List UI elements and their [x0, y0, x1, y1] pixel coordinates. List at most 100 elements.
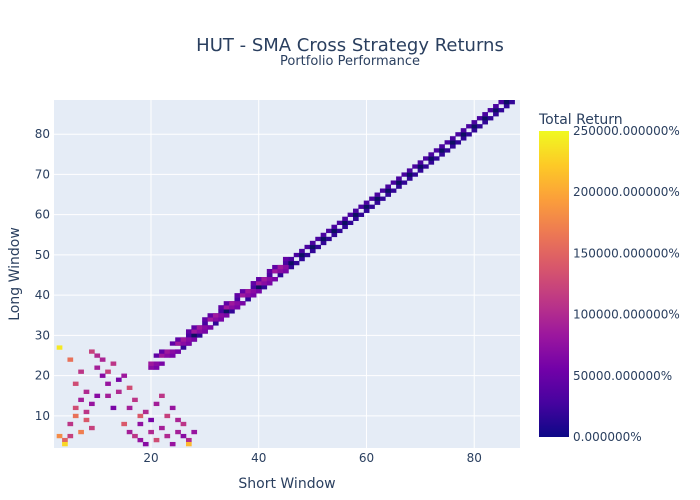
- heatmap-cell: [223, 305, 230, 310]
- heatmap-cell: [78, 397, 84, 403]
- heatmap-cell: [142, 441, 149, 447]
- x-tick-label: 20: [143, 451, 158, 465]
- heatmap-cell: [94, 353, 101, 358]
- heatmap-cell: [471, 120, 478, 125]
- colorbar-tick-label: 200000.000000%: [573, 185, 680, 199]
- heatmap-cell: [234, 297, 241, 302]
- y-tick-label: 10: [35, 409, 50, 423]
- heatmap-cell: [266, 272, 273, 278]
- heatmap-cell: [282, 264, 289, 270]
- heatmap-cell: [471, 124, 478, 129]
- heatmap-cell: [342, 224, 348, 230]
- heatmap-cell: [239, 301, 246, 306]
- y-tick-label: 40: [35, 288, 50, 302]
- heatmap-cell: [336, 228, 343, 234]
- heatmap-cell: [256, 285, 262, 290]
- heatmap-cell: [191, 429, 198, 435]
- heatmap-cell: [304, 244, 311, 250]
- heatmap-cell: [223, 309, 230, 314]
- heatmap-cell: [423, 164, 429, 169]
- heatmap-cell: [261, 285, 268, 290]
- heatmap-cell: [223, 313, 230, 318]
- heatmap-cell: [293, 260, 300, 266]
- y-axis-label: Long Window: [7, 227, 23, 321]
- heatmap-cell: [148, 429, 154, 435]
- heatmap-cell: [277, 264, 284, 270]
- heatmap-cell: [331, 224, 338, 230]
- grid-lines: [54, 100, 520, 448]
- heatmap-cell: [417, 168, 424, 173]
- heatmap-cell: [493, 108, 499, 113]
- heatmap-cell: [169, 353, 176, 358]
- heatmap-cell: [261, 277, 268, 282]
- heatmap-cell: [379, 188, 386, 193]
- heatmap-cell: [137, 421, 144, 427]
- heatmap-cell: [115, 389, 122, 394]
- heatmap-cell: [272, 268, 278, 274]
- heatmap-cell: [94, 365, 101, 370]
- heatmap-cell: [83, 417, 90, 423]
- heatmap-cell: [299, 252, 305, 258]
- heatmap-cell: [234, 293, 241, 298]
- heatmap-cell: [185, 329, 192, 334]
- colorbar: [539, 131, 569, 437]
- heatmap-cell: [433, 148, 440, 153]
- heatmap-cell: [137, 413, 144, 419]
- x-tick-label: 60: [359, 451, 374, 465]
- heatmap-cell: [207, 313, 214, 318]
- heatmap-cell: [234, 305, 241, 310]
- heatmap-cell: [202, 321, 208, 326]
- heatmap-cell: [159, 349, 165, 354]
- heatmap-cell: [175, 337, 181, 342]
- heatmap-cell: [444, 148, 451, 153]
- x-axis-label: Short Window: [238, 476, 335, 492]
- y-tick-label: 30: [35, 328, 50, 342]
- heatmap-cell: [498, 108, 505, 113]
- heatmap-cell: [121, 373, 128, 378]
- heatmap-cell: [191, 329, 198, 334]
- heatmap-cell: [99, 373, 106, 378]
- colorbar-title: Total Return: [538, 112, 623, 128]
- heatmap-cell: [180, 337, 187, 342]
- heatmap-cell: [191, 325, 198, 330]
- heatmap-cell: [202, 329, 208, 334]
- heatmap-cell: [347, 212, 354, 217]
- heatmap-cell: [412, 172, 418, 177]
- heatmap-cell: [320, 236, 327, 242]
- heatmap-cell: [110, 361, 117, 366]
- heatmap-cell: [336, 220, 343, 226]
- heatmap-cell: [342, 216, 348, 221]
- heatmap-cells: [56, 100, 515, 447]
- heatmap-cell: [250, 289, 257, 294]
- heatmap-cell: [493, 104, 499, 109]
- heatmap-cell: [94, 393, 101, 399]
- heatmap-cell: [460, 128, 467, 133]
- heatmap-cell: [444, 140, 451, 145]
- heatmap-cell: [185, 341, 192, 346]
- heatmap-cell: [175, 429, 181, 435]
- heatmap-cell: [191, 337, 198, 342]
- y-tick-label: 60: [35, 208, 50, 222]
- heatmap-cell: [105, 381, 111, 386]
- heatmap-cell: [196, 329, 203, 334]
- heatmap-cell: [406, 176, 413, 181]
- heatmap-cell: [482, 120, 488, 125]
- colorbar-ticks: 250000.000000% 200000.000000% 150000.00000…: [573, 124, 680, 444]
- heatmap-cell: [185, 337, 192, 342]
- heatmap-cell: [363, 204, 370, 209]
- chart-subtitle: Portfolio Performance: [280, 54, 420, 69]
- heatmap-cell: [449, 140, 456, 145]
- heatmap-cell: [266, 268, 273, 274]
- heatmap-cell: [374, 196, 381, 201]
- heatmap-cell: [390, 188, 397, 193]
- heatmap-cell: [266, 281, 273, 286]
- heatmap-cell: [449, 136, 456, 141]
- heatmap-cell: [89, 401, 95, 407]
- heatmap-cell: [180, 341, 187, 346]
- heatmap-cell: [83, 409, 90, 415]
- heatmap-cell: [503, 100, 510, 105]
- heatmap-cell: [245, 293, 251, 298]
- heatmap-cell: [67, 421, 74, 427]
- heatmap-cell: [476, 116, 483, 121]
- heatmap-cell: [153, 365, 160, 370]
